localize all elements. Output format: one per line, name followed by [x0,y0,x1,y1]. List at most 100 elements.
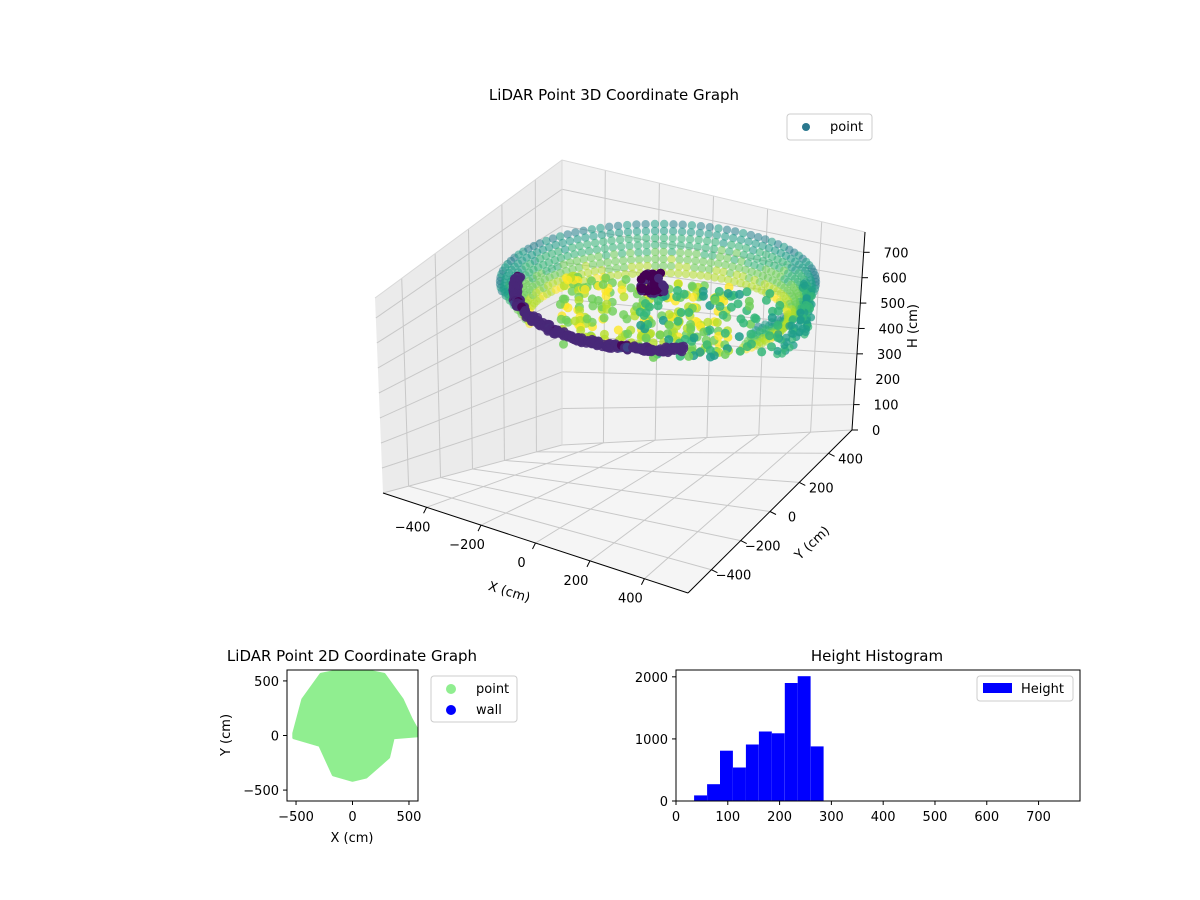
grid-3d-y-floor [504,459,800,483]
point-3d [773,346,782,355]
point-3d [723,275,733,285]
point-3d [606,229,615,238]
point-3d [678,220,687,229]
grid-3d-z-left [375,188,563,319]
point-3d [666,269,675,278]
point-3d [676,248,685,257]
point-3d [643,319,653,329]
point-3d [715,301,725,311]
point-3d [600,244,609,253]
point-3d [765,331,775,341]
point-3d [641,308,651,318]
point-3d [705,345,715,355]
point-3d [694,235,703,245]
point-3d [658,280,668,290]
point-3d [718,310,728,320]
point-3d [751,239,760,248]
point-3d [641,299,650,308]
point-3d [641,270,651,280]
point-3d [689,333,699,343]
point-3d [765,289,775,298]
point-3d [721,232,730,241]
pane-left [375,160,562,493]
point-3d [607,236,616,245]
point-3d [642,234,651,243]
point-3d [548,234,558,243]
x-tick-label-histogram: 300 [819,810,844,825]
point-3d [591,238,600,248]
grid-3d-y-left [501,204,505,461]
point-3d [634,255,644,264]
point-3d [682,262,691,272]
point-3d [683,255,692,265]
point-3d [708,251,717,260]
point-3d [734,332,744,342]
point-3d [613,325,623,335]
y-tick-3d [799,481,806,486]
histogram-bar [707,784,720,801]
point-3d [635,262,644,271]
point-3d [650,233,660,243]
point-3d [575,306,585,315]
point-3d [712,231,722,240]
point-3d [705,325,715,335]
point-3d [651,254,660,264]
point-3d [723,289,733,298]
point-3d [719,239,728,248]
point-3d [588,301,598,311]
point-3d [659,261,668,271]
point-3d [570,250,579,259]
point-3d [696,271,705,280]
point-3d [562,266,571,276]
point-3d [686,324,696,334]
point-3d [655,330,665,340]
point-3d [576,325,586,335]
point-3d [666,262,676,271]
point-3d [739,318,749,328]
pane-floor [383,430,852,593]
point-3d [563,230,572,239]
grid-3d-z-left [382,444,563,494]
point-3d [686,228,696,237]
point-3d [597,230,607,240]
point-3d [703,272,712,281]
point-3d [556,232,565,241]
point-3d [705,223,714,232]
point-3d [563,275,573,285]
point-3d [773,306,783,316]
x-tick-3d [532,542,536,550]
point-3d [693,242,702,252]
point-3d [667,255,676,264]
grid-3d-x-back [654,183,660,441]
histogram-bars [694,676,824,801]
x-tick-label-3d: −400 [395,520,431,535]
x-tick-label-histogram: 100 [715,810,740,825]
point-3d [733,299,743,309]
point-3d [734,242,744,251]
point-3d [641,227,651,236]
point-3d [571,228,580,237]
point-3d [720,328,730,338]
point-3d [642,248,652,257]
point-3d [746,329,756,339]
grid-3d-y-left [468,228,473,470]
chart-2d: LiDAR Point 2D Coordinate Graph −500 0 500… [219,647,518,846]
x-tick-3d [477,524,482,532]
point-3d [563,303,573,313]
point-3d [641,333,651,343]
point-3d [581,233,590,242]
point-3d [697,264,707,273]
legend-2d-wall-marker [446,705,456,715]
ticks-2d: −500 0 500 500 0 −500 [243,675,421,825]
point-3d [696,222,706,231]
z-axis-line [851,231,866,431]
point-3d [556,253,566,263]
point-3d [651,261,660,271]
histogram-title: Height Histogram [811,647,943,665]
point-3d [608,243,618,252]
grid-3d-y-floor [408,485,712,571]
point-3d [616,242,626,251]
point-3d [761,295,771,305]
point-3d [613,271,622,280]
point-3d [634,248,643,257]
